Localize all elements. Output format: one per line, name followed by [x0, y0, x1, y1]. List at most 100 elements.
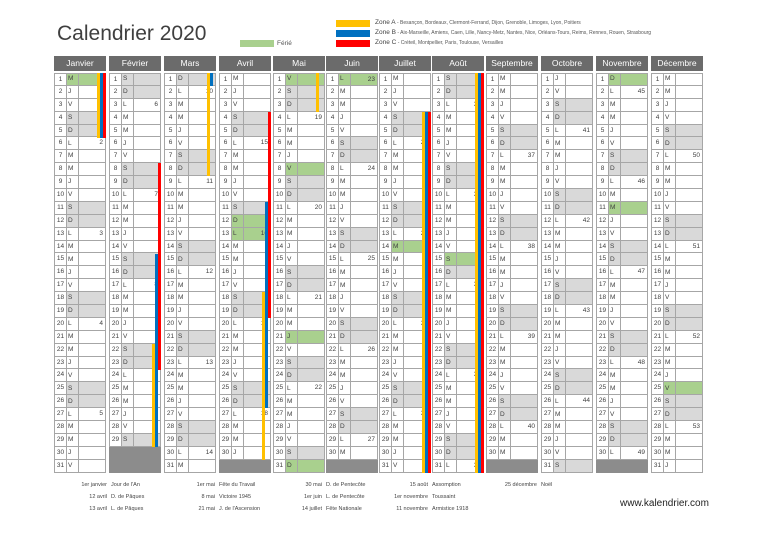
day-row[interactable]: 4 — [651, 111, 703, 125]
day-row[interactable]: 27 — [326, 408, 378, 422]
day-row[interactable]: 26 — [326, 395, 378, 409]
day-row[interactable]: 7 — [273, 150, 325, 164]
day-row[interactable]: 17 — [273, 279, 325, 293]
day-row[interactable]: 22 — [379, 343, 431, 357]
day-row[interactable]: 6 — [486, 137, 538, 151]
day-row[interactable]: 15 — [651, 253, 703, 267]
day-row[interactable]: 30 — [273, 446, 325, 460]
day-row[interactable]: 8 — [109, 163, 161, 177]
day-row[interactable]: 1 — [486, 73, 538, 86]
day-row[interactable]: 3 — [596, 98, 648, 112]
day-row[interactable]: 17 — [219, 279, 271, 293]
day-row[interactable]: 6 — [273, 137, 325, 151]
day-row[interactable]: 30 — [54, 446, 106, 460]
day-row[interactable]: 8 — [273, 163, 325, 177]
day-row[interactable]: 20 — [596, 317, 648, 331]
day-row[interactable]: 27 5 — [54, 408, 106, 422]
day-row[interactable]: 5 — [273, 124, 325, 138]
day-row[interactable]: 31 — [273, 459, 325, 473]
day-row[interactable]: 18 — [54, 292, 106, 306]
day-row[interactable]: 10 — [273, 189, 325, 202]
day-row[interactable]: 4 — [596, 111, 648, 125]
day-row[interactable]: 14 — [326, 240, 378, 254]
day-row[interactable]: 1 — [651, 73, 703, 86]
day-row[interactable]: 19 43 — [541, 305, 593, 318]
day-row[interactable]: 9 11 — [164, 176, 216, 190]
day-row[interactable]: 7 — [541, 150, 593, 164]
day-row[interactable]: 22 — [651, 343, 703, 357]
day-row[interactable]: 14 — [54, 240, 106, 254]
day-row[interactable]: 11 — [109, 201, 161, 215]
day-row[interactable]: 12 — [596, 214, 648, 228]
day-row[interactable]: 24 — [326, 369, 378, 383]
day-row[interactable]: 25 — [54, 382, 106, 396]
day-row[interactable]: 10 — [486, 189, 538, 202]
day-row[interactable]: 28 40 — [486, 421, 538, 434]
day-row[interactable]: 20 — [164, 317, 216, 331]
day-row[interactable]: 6 — [596, 137, 648, 151]
day-row[interactable]: 9 — [109, 176, 161, 190]
day-row[interactable]: 15 — [596, 253, 648, 267]
day-row[interactable]: 21 — [596, 330, 648, 344]
day-row[interactable]: 29 27 — [326, 433, 378, 447]
day-row[interactable]: 23 — [541, 356, 593, 370]
day-row[interactable]: 24 — [164, 369, 216, 383]
day-row[interactable]: 29 — [273, 433, 325, 447]
day-row[interactable]: 20 — [651, 317, 703, 331]
day-row[interactable]: 26 — [164, 395, 216, 409]
day-row[interactable]: 14 — [109, 240, 161, 254]
day-row[interactable]: 28 — [164, 421, 216, 434]
day-row[interactable]: 3 — [379, 98, 431, 112]
day-row[interactable]: 23 — [273, 356, 325, 370]
day-row[interactable]: 3 — [651, 98, 703, 112]
day-row[interactable]: 15 25 — [326, 253, 378, 267]
day-row[interactable]: 16 47 — [596, 266, 648, 280]
day-row[interactable]: 9 46 — [596, 176, 648, 190]
day-row[interactable]: 13 — [596, 227, 648, 241]
day-row[interactable]: 11 — [54, 201, 106, 215]
day-row[interactable]: 5 — [109, 124, 161, 138]
day-row[interactable]: 19 — [109, 305, 161, 318]
day-row[interactable]: 11 — [326, 201, 378, 215]
day-row[interactable]: 9 — [486, 176, 538, 190]
day-row[interactable]: 18 — [164, 292, 216, 306]
day-row[interactable]: 9 — [219, 176, 271, 190]
day-row[interactable]: 8 — [651, 163, 703, 177]
day-row[interactable]: 31 — [164, 459, 216, 473]
day-row[interactable]: 11 — [651, 201, 703, 215]
day-row[interactable]: 9 — [54, 176, 106, 190]
day-row[interactable]: 8 — [219, 163, 271, 177]
day-row[interactable]: 27 — [596, 408, 648, 422]
day-row[interactable]: 30 — [486, 446, 538, 460]
day-row[interactable]: 7 — [596, 150, 648, 164]
day-row[interactable]: 11 — [596, 201, 648, 215]
day-row[interactable]: 17 — [164, 279, 216, 293]
day-row[interactable]: 15 — [109, 253, 161, 267]
day-row[interactable]: 16 — [541, 266, 593, 280]
day-row[interactable]: 23 48 — [596, 356, 648, 370]
day-row[interactable]: 30 14 — [164, 446, 216, 460]
day-row[interactable]: 7 — [109, 150, 161, 164]
day-row[interactable]: 27 — [164, 408, 216, 422]
day-row[interactable]: 23 — [326, 356, 378, 370]
day-row[interactable]: 27 — [541, 408, 593, 422]
day-row[interactable]: 28 — [54, 421, 106, 434]
day-row[interactable]: 7 — [379, 150, 431, 164]
day-row[interactable]: 23 — [651, 356, 703, 370]
day-row[interactable]: 24 — [54, 369, 106, 383]
day-row[interactable]: 29 — [651, 433, 703, 447]
day-row[interactable]: 10 — [651, 189, 703, 202]
day-row[interactable]: 10 — [54, 189, 106, 202]
day-row[interactable]: 18 — [326, 292, 378, 306]
day-row[interactable]: 25 — [326, 382, 378, 396]
day-row[interactable]: 29 — [54, 433, 106, 447]
day-row[interactable]: 27 — [273, 408, 325, 422]
day-row[interactable]: 4 — [541, 111, 593, 125]
day-row[interactable]: 17 — [651, 279, 703, 293]
day-row[interactable]: 14 — [541, 240, 593, 254]
day-row[interactable]: 2 — [486, 85, 538, 99]
day-row[interactable]: 16 — [219, 266, 271, 280]
day-row[interactable]: 14 51 — [651, 240, 703, 254]
day-row[interactable]: 2 — [219, 85, 271, 99]
day-row[interactable]: 12 — [219, 214, 271, 228]
